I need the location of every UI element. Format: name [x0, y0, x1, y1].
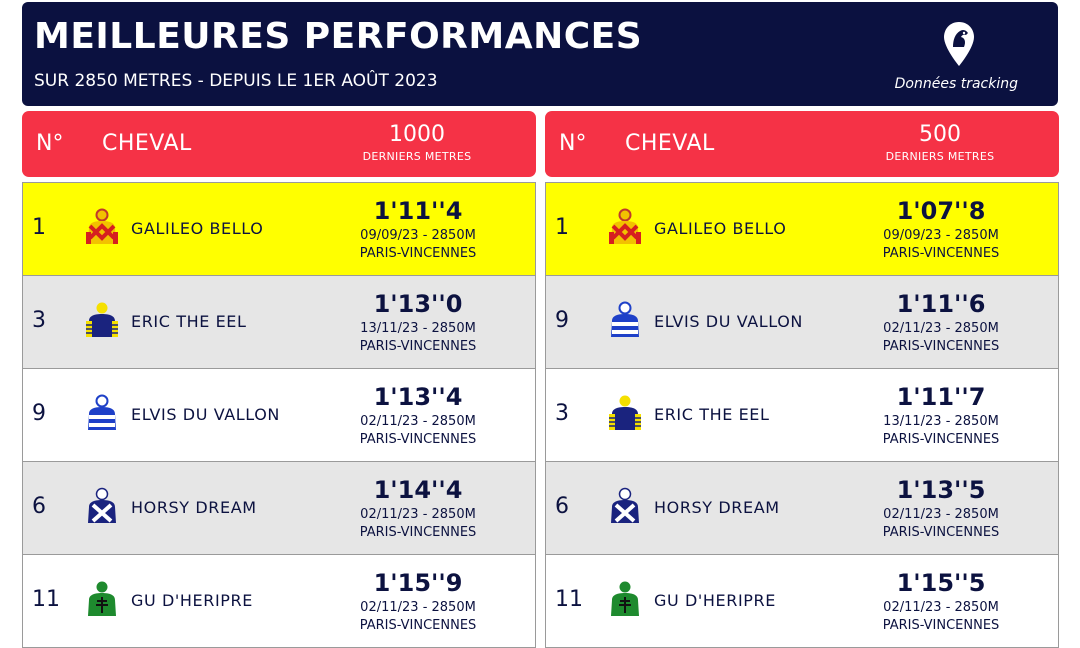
column-distance: 1000	[389, 122, 445, 147]
table-row: 9 ELVIS DU VALLON 1'13''4 02/11/23 - 285…	[23, 369, 535, 462]
race-track: PARIS-VINCENNES	[882, 432, 1000, 447]
red-yellow-diamond-silk-icon	[609, 208, 641, 244]
column-number: N°	[36, 131, 64, 156]
column-distance: 500	[919, 122, 961, 147]
horse-name: ELVIS DU VALLON	[654, 312, 803, 331]
horse-name: GALILEO BELLO	[654, 219, 787, 238]
table-row: 11 GU D'HERIPRE 1'15''5 02/11/23 - 2850M…	[546, 555, 1058, 648]
race-track: PARIS-VINCENNES	[882, 246, 1000, 261]
race-date: 02/11/23 - 2850M	[360, 414, 476, 429]
horse-name: HORSY DREAM	[131, 498, 257, 517]
table-row: 3 ERIC THE EEL 1'13''0 13/11/23 - 2850M …	[23, 276, 535, 369]
page-title: MEILLEURES PERFORMANCES	[34, 16, 643, 57]
table-row: 6 HORSY DREAM 1'13''5 02/11/23 - 2850M P…	[546, 462, 1058, 555]
best-time: 1'13''0	[373, 290, 463, 318]
race-track: PARIS-VINCENNES	[359, 618, 477, 633]
race-track: PARIS-VINCENNES	[359, 339, 477, 354]
panel-500m: N° CHEVAL 500 DERNIERS METRES 1 GALILEO …	[545, 111, 1059, 648]
horse-name: GU D'HERIPRE	[654, 591, 776, 610]
performance-table: 1 GALILEO BELLO 1'11''4 09/09/23 - 2850M…	[22, 182, 536, 648]
race-date: 09/09/23 - 2850M	[883, 228, 999, 243]
navy-white-cross-silk-icon	[611, 487, 639, 523]
panel-1000m: N° CHEVAL 1000 DERNIERS METRES 1 GALILEO…	[22, 111, 536, 648]
horse-location-pin-icon	[944, 22, 974, 66]
table-row: 11 GU D'HERIPRE 1'15''9 02/11/23 - 2850M…	[23, 555, 535, 648]
best-time: 1'11''4	[373, 197, 463, 225]
horse-number: 1	[32, 215, 46, 240]
race-date: 02/11/23 - 2850M	[883, 321, 999, 336]
race-date: 02/11/23 - 2850M	[360, 600, 476, 615]
best-time: 1'13''4	[373, 383, 463, 411]
green-lorraine-cross-silk-icon	[88, 581, 116, 616]
horse-name: ELVIS DU VALLON	[131, 405, 280, 424]
navy-yellow-check-silk-icon	[86, 302, 118, 337]
horse-name: ERIC THE EEL	[131, 312, 247, 331]
horse-number: 1	[555, 215, 569, 240]
navy-yellow-check-silk-icon	[609, 395, 641, 430]
best-time: 1'15''5	[896, 569, 986, 597]
table-row: 9 ELVIS DU VALLON 1'11''6 02/11/23 - 285…	[546, 276, 1058, 369]
horse-name: GU D'HERIPRE	[131, 591, 253, 610]
race-date: 02/11/23 - 2850M	[360, 507, 476, 522]
column-distance-sub: DERNIERS METRES	[362, 150, 472, 163]
header-banner: MEILLEURES PERFORMANCES SUR 2850 METRES …	[22, 2, 1058, 106]
race-date: 09/09/23 - 2850M	[360, 228, 476, 243]
best-time: 1'11''6	[896, 290, 986, 318]
red-yellow-diamond-silk-icon	[86, 208, 118, 244]
table-row: 1 GALILEO BELLO 1'07''8 09/09/23 - 2850M…	[546, 183, 1058, 276]
green-lorraine-cross-silk-icon	[611, 581, 639, 616]
blue-white-hoops-silk-icon	[611, 301, 639, 337]
race-track: PARIS-VINCENNES	[882, 525, 1000, 540]
horse-number: 11	[555, 587, 583, 612]
horse-number: 3	[555, 401, 569, 426]
horse-number: 9	[32, 401, 46, 426]
table-row: 6 HORSY DREAM 1'14''4 02/11/23 - 2850M P…	[23, 462, 535, 555]
column-horse: CHEVAL	[102, 131, 192, 156]
table-row: 3 ERIC THE EEL 1'11''7 13/11/23 - 2850M …	[546, 369, 1058, 462]
race-track: PARIS-VINCENNES	[359, 525, 477, 540]
panel-header: N° CHEVAL 1000 DERNIERS METRES	[22, 111, 536, 177]
race-track: PARIS-VINCENNES	[359, 432, 477, 447]
horse-name: GALILEO BELLO	[131, 219, 264, 238]
tracking-label: Données tracking	[894, 76, 1018, 92]
column-distance-sub: DERNIERS METRES	[885, 150, 995, 163]
best-time: 1'14''4	[373, 476, 463, 504]
race-date: 13/11/23 - 2850M	[360, 321, 476, 336]
performance-table: 1 GALILEO BELLO 1'07''8 09/09/23 - 2850M…	[545, 182, 1059, 648]
page-subtitle: SUR 2850 METRES - DEPUIS LE 1ER AOÛT 202…	[34, 71, 438, 91]
race-track: PARIS-VINCENNES	[359, 246, 477, 261]
race-track: PARIS-VINCENNES	[882, 339, 1000, 354]
horse-number: 6	[555, 494, 569, 519]
best-time: 1'13''5	[896, 476, 986, 504]
race-date: 02/11/23 - 2850M	[883, 600, 999, 615]
horse-name: ERIC THE EEL	[654, 405, 770, 424]
horse-name: HORSY DREAM	[654, 498, 780, 517]
column-number: N°	[559, 131, 587, 156]
blue-white-hoops-silk-icon	[88, 394, 116, 430]
best-time: 1'11''7	[896, 383, 986, 411]
horse-number: 11	[32, 587, 60, 612]
horse-number: 6	[32, 494, 46, 519]
race-date: 13/11/23 - 2850M	[883, 414, 999, 429]
column-horse: CHEVAL	[625, 131, 715, 156]
navy-white-cross-silk-icon	[88, 487, 116, 523]
panel-header: N° CHEVAL 500 DERNIERS METRES	[545, 111, 1059, 177]
table-row: 1 GALILEO BELLO 1'11''4 09/09/23 - 2850M…	[23, 183, 535, 276]
best-time: 1'07''8	[896, 197, 986, 225]
best-time: 1'15''9	[373, 569, 463, 597]
race-track: PARIS-VINCENNES	[882, 618, 1000, 633]
race-date: 02/11/23 - 2850M	[883, 507, 999, 522]
horse-number: 3	[32, 308, 46, 333]
horse-number: 9	[555, 308, 569, 333]
